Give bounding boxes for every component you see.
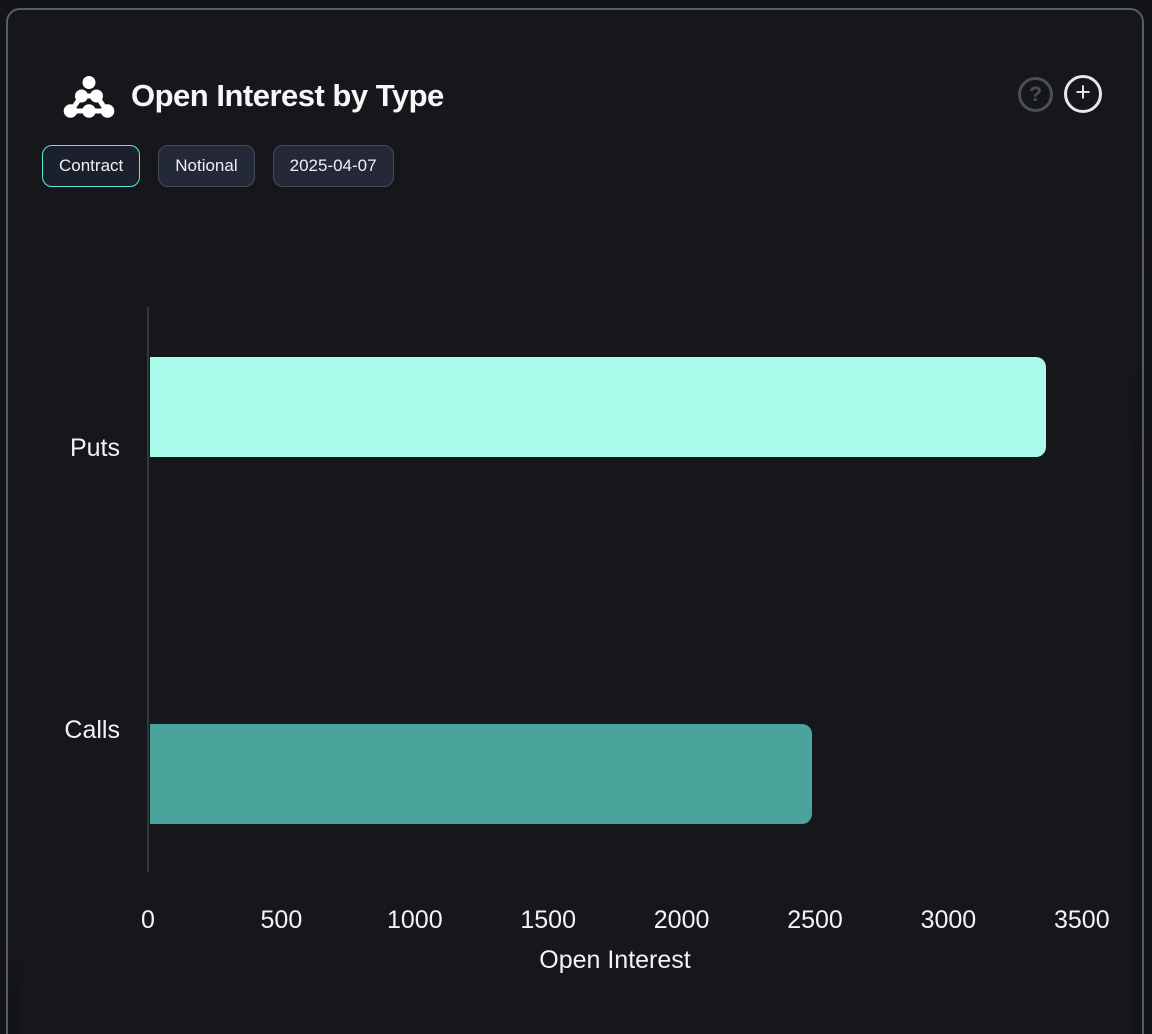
x-tick-label: 3500 — [1053, 906, 1110, 934]
help-glyph: ? — [1029, 82, 1042, 106]
x-tick-label: 2000 — [653, 906, 710, 934]
help-icon[interactable]: ? — [1018, 77, 1053, 112]
app-logo-icon — [63, 76, 115, 118]
x-tick-label: 0 — [141, 906, 155, 934]
toggle-contract[interactable]: Contract — [42, 145, 141, 187]
x-tick-label: 3000 — [920, 906, 977, 934]
x-tick-label: 1500 — [520, 906, 576, 934]
x-axis-title: Open Interest — [539, 946, 691, 974]
y-tick-label: Puts — [69, 433, 120, 462]
bar-puts[interactable] — [150, 357, 1047, 458]
x-tick-label: 500 — [260, 906, 303, 934]
border-fade — [1134, 210, 1142, 1034]
y-tick-label: Calls — [64, 716, 120, 745]
x-tick-label: 2500 — [787, 906, 843, 934]
toggle-notional[interactable]: Notional — [158, 145, 255, 187]
toggle-2025-04-07[interactable]: 2025-04-07 — [272, 145, 394, 187]
plus-icon: + — [1075, 77, 1091, 107]
y-axis-line — [147, 307, 149, 872]
bar-calls[interactable] — [150, 723, 812, 824]
add-button[interactable]: + — [1064, 75, 1102, 113]
chart-title: Open Interest by Type — [131, 78, 444, 113]
border-fade — [8, 950, 20, 1034]
x-tick-label: 1000 — [386, 906, 443, 934]
toolbar: Contract Notional 2025-04-07 — [42, 145, 394, 187]
chart-card: Open Interest by Type ? + Contract Notion… — [6, 8, 1144, 1034]
